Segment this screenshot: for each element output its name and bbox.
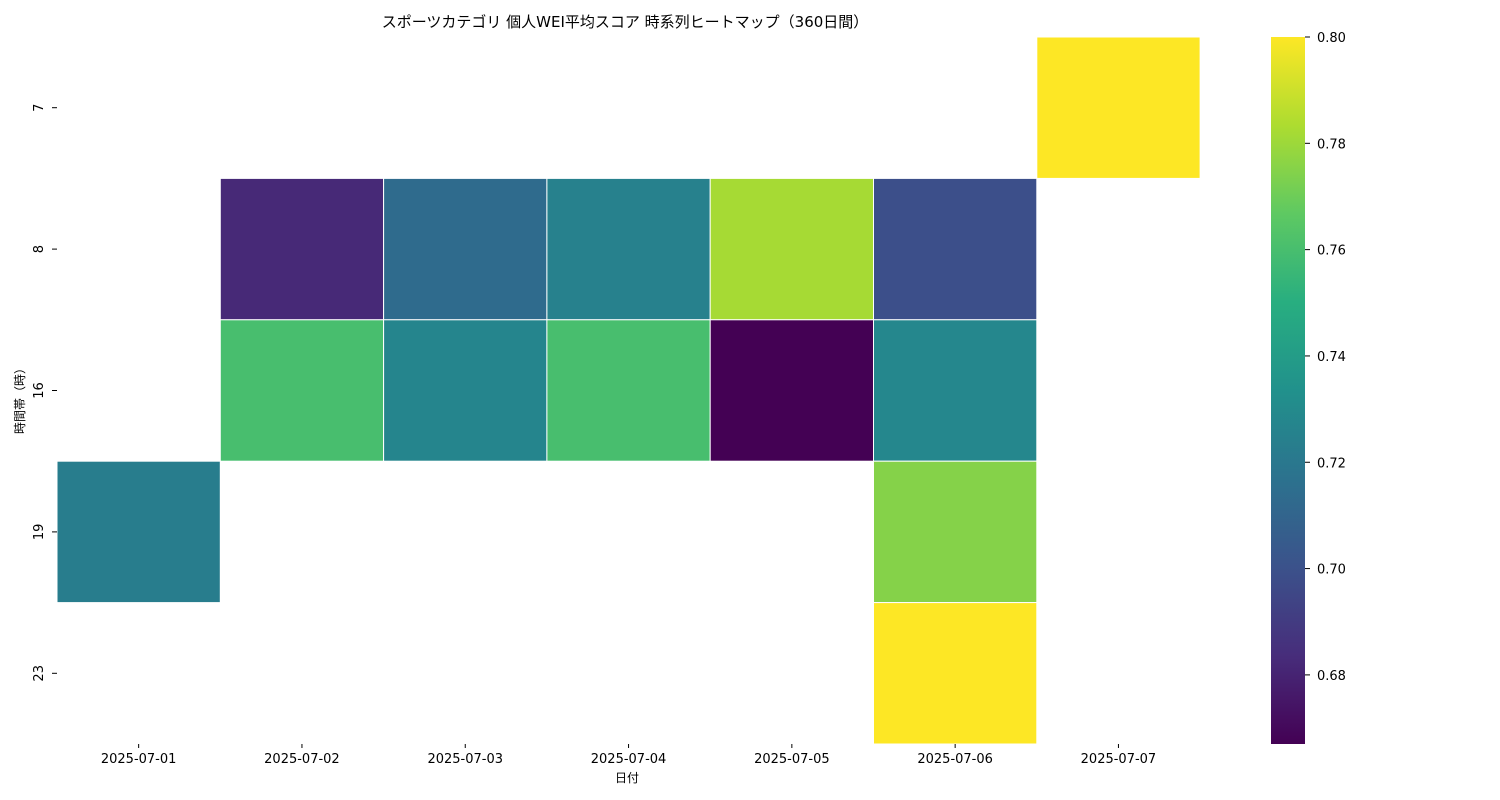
x-tick-label: 2025-07-01 [101, 752, 177, 767]
heatmap-cell [56, 460, 221, 604]
colorbar-tick-label: 0.76 [1317, 244, 1346, 259]
heatmap-cell [1036, 36, 1201, 179]
x-axis-ticks: 2025-07-01 2025-07-02 2025-07-03 2025-07-04… [101, 744, 1156, 767]
x-tick-label: 2025-07-06 [917, 752, 993, 767]
y-tick-label: 7 [32, 104, 47, 112]
heatmap-cell [546, 319, 711, 462]
heatmap-cell [383, 177, 548, 321]
colorbar-tick-label: 0.74 [1317, 350, 1346, 365]
heatmap-cell [709, 177, 875, 321]
chart-title: スポーツカテゴリ 個人WEI平均スコア 時系列ヒートマップ（360日間） [382, 13, 869, 31]
heatmap-cell [873, 460, 1038, 604]
y-axis-label: 時間帯（時） [13, 362, 27, 434]
colorbar-tick-label: 0.78 [1317, 137, 1346, 152]
heatmap-cell [873, 602, 1038, 745]
colorbar [1271, 37, 1305, 744]
x-tick-label: 2025-07-04 [591, 752, 667, 767]
y-tick-label: 23 [32, 665, 47, 682]
colorbar-tick-label: 0.68 [1317, 669, 1346, 684]
x-tick-label: 2025-07-07 [1081, 752, 1157, 767]
heatmap-cell [709, 319, 875, 462]
x-tick-label: 2025-07-02 [264, 752, 340, 767]
y-tick-label: 8 [32, 245, 47, 253]
heatmap-cell [873, 319, 1038, 462]
x-axis-label: 日付 [615, 771, 639, 785]
heatmap-cells [56, 36, 1201, 745]
colorbar-tick-label: 0.72 [1317, 456, 1346, 471]
heatmap-cell [219, 319, 385, 462]
y-tick-label: 16 [32, 382, 47, 399]
x-tick-label: 2025-07-03 [427, 752, 503, 767]
y-tick-label: 19 [32, 524, 47, 541]
colorbar-ticks: 0.68 0.70 0.72 0.74 0.76 0.78 0.80 [1305, 31, 1346, 684]
colorbar-tick-label: 0.70 [1317, 563, 1346, 578]
heatmap-cell [383, 319, 548, 462]
x-tick-label: 2025-07-05 [754, 752, 830, 767]
heatmap-cell [219, 177, 385, 321]
colorbar-tick-label: 0.80 [1317, 31, 1346, 46]
heatmap-cell [546, 177, 711, 321]
heatmap-cell [873, 177, 1038, 321]
y-axis-ticks: 7 8 16 19 23 [32, 104, 57, 682]
